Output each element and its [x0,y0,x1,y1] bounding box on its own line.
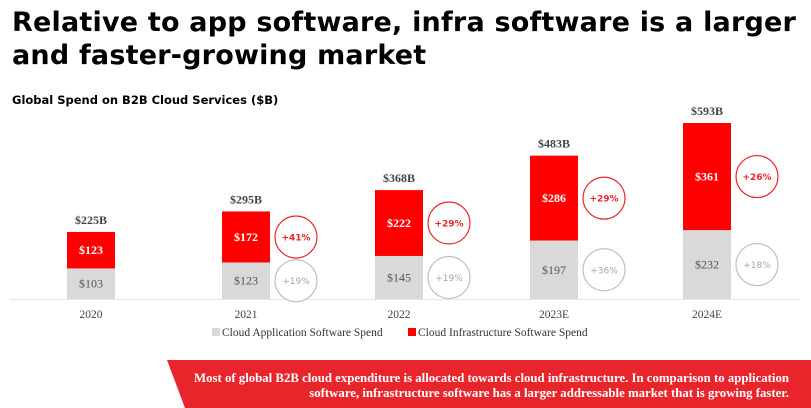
legend-label-0: Cloud Application Software Spend [222,327,383,339]
legend-swatch-0 [212,328,220,336]
legend-label-1: Cloud Infrastructure Software Spend [418,327,588,339]
growth-infra-2024E: +26% [742,173,771,183]
growth-circle-infra-2023E [582,176,626,220]
total-label-2024E: $593B [691,104,723,118]
bar-app-2023E [530,240,578,299]
growth-circle-app-2024E [735,242,779,287]
bar-infra-2021 [222,211,270,263]
growth-circle-app-2023E [582,248,626,292]
growth-app-2022: +19% [435,274,463,284]
bar-app-2024E [683,230,731,299]
label-app-2021: $123 [234,274,258,288]
legend-swatch-1 [408,328,416,336]
headline: Relative to app software, infra software… [12,7,797,71]
growth-app-2024E: +18% [743,261,771,271]
total-label-2021: $295B [230,192,262,206]
x-tick-2021: 2021 [235,309,258,321]
label-app-2020: $103 [79,277,103,291]
bar-app-2022 [375,255,423,299]
label-infra-2021: $172 [234,230,258,244]
growth-infra-2022: +29% [434,220,463,230]
total-label-2022: $368B [383,171,415,185]
label-infra-2020: $123 [79,243,103,257]
bar-infra-2023E [530,155,578,241]
chart-title: Global Spend on B2B Cloud Services ($B) [12,93,279,107]
growth-circle-app-2021 [274,259,318,303]
bar-app-2021 [222,262,270,299]
label-app-2022: $145 [387,270,411,284]
label-infra-2024E: $361 [695,170,719,184]
bar-infra-2024E [683,123,731,231]
bar-infra-2022 [375,190,423,256]
growth-infra-2021: +41% [281,233,310,243]
x-tick-2022: 2022 [388,309,411,321]
growth-infra-2023E: +29% [589,195,618,205]
growth-circle-infra-2022 [427,201,471,245]
growth-circle-app-2022 [427,255,471,300]
stacked-bar-chart: $103 $123 $225B 2020 $123 $172 $295B 2021 +41% +1… [10,104,800,339]
label-infra-2023E: $286 [542,191,566,205]
label-app-2024E: $232 [695,258,719,272]
growth-circle-infra-2021 [274,215,318,259]
growth-app-2023E: +36% [590,266,618,276]
total-label-2020: $225B [75,213,107,227]
bar-app-2020 [67,268,115,299]
footer-text: Most of global B2B cloud expenditure is … [194,371,789,400]
total-label-2023E: $483B [538,137,570,151]
label-infra-2022: $222 [387,216,411,230]
growth-app-2021: +19% [282,277,310,287]
footer-banner: Most of global B2B cloud expenditure is … [167,360,811,408]
x-tick-2024E: 2024E [692,309,722,321]
x-tick-2023E: 2023E [539,309,569,321]
growth-circle-infra-2024E [735,154,779,199]
x-tick-2020: 2020 [80,309,103,321]
label-app-2023E: $197 [542,263,566,277]
bar-infra-2020 [67,231,115,269]
